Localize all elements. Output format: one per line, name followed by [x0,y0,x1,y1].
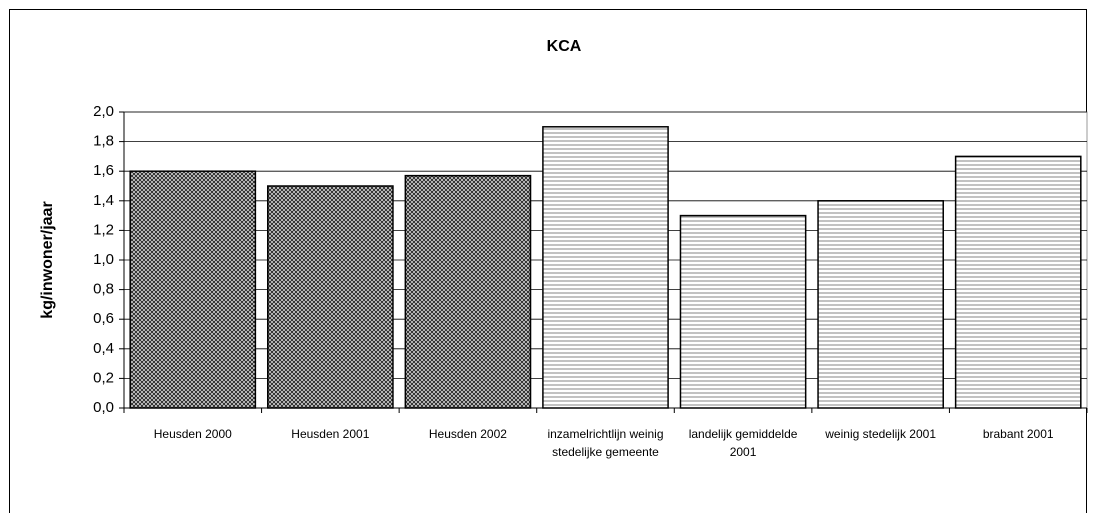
y-axis-label: kg/inwoner/jaar [39,201,56,318]
bar [954,155,1082,409]
chart-title: KCA [547,38,582,55]
y-tick-label: 2,0 [93,103,114,120]
y-tick-label: 1,6 [93,162,114,179]
x-tick-label: Heusden 2002 [428,427,507,441]
bar [267,185,394,409]
bar [679,214,807,409]
y-tick-label: 0,2 [93,369,114,386]
x-tick-label: weinig stedelijk 2001 [825,427,937,441]
y-tick-label: 0,4 [93,340,114,357]
bar [542,126,669,409]
bar [129,170,257,409]
x-tick-label: landelijk gemiddelde 2001 [688,427,798,459]
y-tick-label: 0,0 [93,399,114,416]
y-tick-label: 1,2 [93,221,114,238]
bar [817,200,944,409]
x-tick-label: brabant 2001 [982,427,1054,441]
x-tick-label: Heusden 2000 [153,427,232,441]
y-tick-label: 1,4 [93,192,114,209]
x-tick-label: inzamelrichtlijn weinig stedelijke gemee… [547,427,664,459]
x-tick-label: Heusden 2001 [291,427,370,441]
y-tick-label: 1,8 [93,133,114,150]
y-tick-label: 1,0 [93,251,114,268]
bar [404,174,532,409]
y-tick-label: 0,8 [93,281,114,298]
y-tick-label: 0,6 [93,310,114,327]
